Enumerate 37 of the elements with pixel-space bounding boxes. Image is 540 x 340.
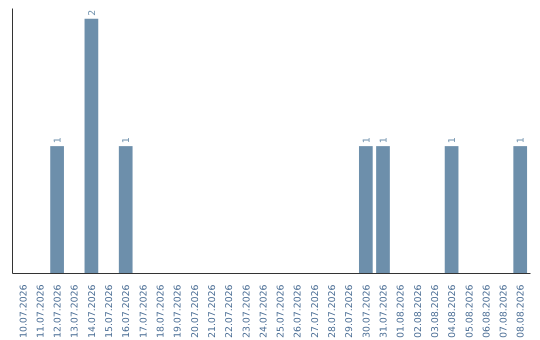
- x-tick-label: 08.08.2026: [516, 284, 527, 338]
- x-tick-label: 13.07.2026: [70, 284, 81, 338]
- x-tick-label: 22.07.2026: [224, 284, 236, 338]
- data-label: 1: [516, 137, 527, 144]
- x-tick-label: 20.07.2026: [190, 284, 201, 338]
- x-tick-label: 06.08.2026: [481, 284, 492, 338]
- x-tick-label: 30.07.2026: [361, 284, 372, 338]
- x-tick-label: 21.07.2026: [206, 284, 218, 338]
- x-tick-label: 01.08.2026: [396, 284, 407, 338]
- x-tick-label: 17.07.2026: [138, 284, 150, 338]
- data-label: 1: [361, 137, 372, 144]
- x-tick-label: 04.08.2026: [447, 284, 458, 338]
- data-label: 1: [378, 137, 390, 144]
- x-tick-label: 02.08.2026: [412, 284, 424, 338]
- x-tick-label: 15.07.2026: [104, 284, 116, 338]
- x-tick-label: 10.07.2026: [18, 284, 30, 338]
- x-tick-label: 03.08.2026: [430, 284, 441, 338]
- x-tick-label: 26.07.2026: [292, 284, 304, 338]
- x-tick-label: 29.07.2026: [344, 284, 356, 338]
- x-tick-label: 24.07.2026: [258, 284, 270, 338]
- data-label: 1: [52, 137, 64, 144]
- data-label: 1: [121, 137, 132, 144]
- data-label: 1: [447, 137, 458, 144]
- x-tick-label: 19.07.2026: [172, 284, 184, 338]
- x-tick-label: 18.07.2026: [156, 284, 167, 338]
- x-tick-label: 23.07.2026: [241, 284, 252, 338]
- x-tick-label: 28.07.2026: [327, 284, 338, 338]
- x-tick-label: 07.08.2026: [498, 284, 510, 338]
- x-tick-label: 12.07.2026: [52, 284, 64, 338]
- x-tick-label: 27.07.2026: [310, 284, 321, 338]
- x-tick-label: 16.07.2026: [121, 284, 132, 338]
- x-tick-label: 14.07.2026: [86, 284, 98, 338]
- x-tick-label: 31.07.2026: [378, 284, 390, 338]
- data-label: 2: [86, 10, 98, 16]
- x-tick-label: 25.07.2026: [276, 284, 287, 338]
- x-tick-label: 11.07.2026: [35, 284, 46, 338]
- x-tick-label: 05.08.2026: [464, 284, 476, 338]
